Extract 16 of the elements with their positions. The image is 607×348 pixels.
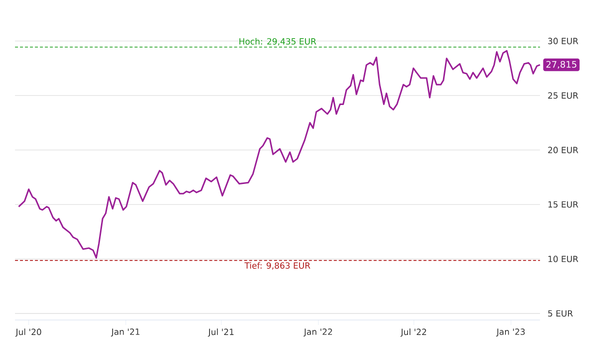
y-tick-label: 30 EUR	[548, 38, 578, 44]
x-tick-label: Jul '21	[208, 328, 234, 337]
x-tick-label: Jan '21	[110, 328, 140, 337]
ref-line-label: Hoch: 29,435 EUR	[239, 38, 316, 46]
x-tick-label: Jul '22	[400, 328, 426, 337]
ref-line-label: Tief: 9,863 EUR	[244, 262, 310, 270]
y-tick-label: 25 EUR	[548, 92, 578, 99]
y-tick-label: 20 EUR	[548, 146, 578, 154]
y-tick-label: 5 EUR	[548, 310, 573, 317]
x-tick-label: Jan '22	[304, 328, 332, 337]
x-tick-label: Jan '23	[496, 328, 525, 337]
y-tick-label: 10 EUR	[548, 256, 578, 262]
y-tick-label: 15 EUR	[548, 201, 578, 208]
x-tick-label: Jul '20	[15, 328, 42, 337]
line-series	[18, 50, 541, 259]
annotation: 27,815	[546, 60, 576, 69]
